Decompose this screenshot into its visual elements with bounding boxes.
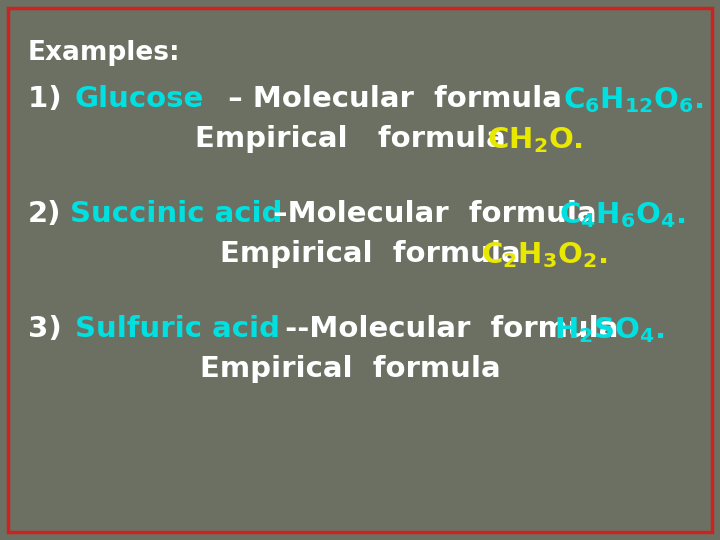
Text: 3): 3) (28, 315, 72, 343)
Text: 2): 2) (28, 200, 61, 228)
Text: $\mathbf{CH_2O}$.: $\mathbf{CH_2O}$. (487, 125, 583, 155)
Text: 1): 1) (28, 85, 72, 113)
Text: Sulfuric acid: Sulfuric acid (75, 315, 280, 343)
Text: Empirical  formula: Empirical formula (200, 355, 500, 383)
Text: --Molecular  formula: --Molecular formula (275, 315, 639, 343)
Text: Glucose: Glucose (75, 85, 204, 113)
Text: $\mathbf{C_2H_3O_2}$.: $\mathbf{C_2H_3O_2}$. (481, 240, 608, 270)
Text: $\mathbf{H_2SO_4}$.: $\mathbf{H_2SO_4}$. (554, 315, 665, 345)
Text: – Molecular  formula: – Molecular formula (218, 85, 582, 113)
Text: $\mathbf{C_6H_{12}O_6}$.: $\mathbf{C_6H_{12}O_6}$. (563, 85, 703, 115)
Text: Succinic acid: Succinic acid (70, 200, 282, 228)
Text: Empirical   formula: Empirical formula (195, 125, 526, 153)
Text: Examples:: Examples: (28, 40, 181, 66)
Text: $\mathbf{C_4H_6O_4}$.: $\mathbf{C_4H_6O_4}$. (559, 200, 685, 230)
Text: –Molecular  formula: –Molecular formula (273, 200, 597, 228)
Text: Empirical  formula: Empirical formula (220, 240, 531, 268)
